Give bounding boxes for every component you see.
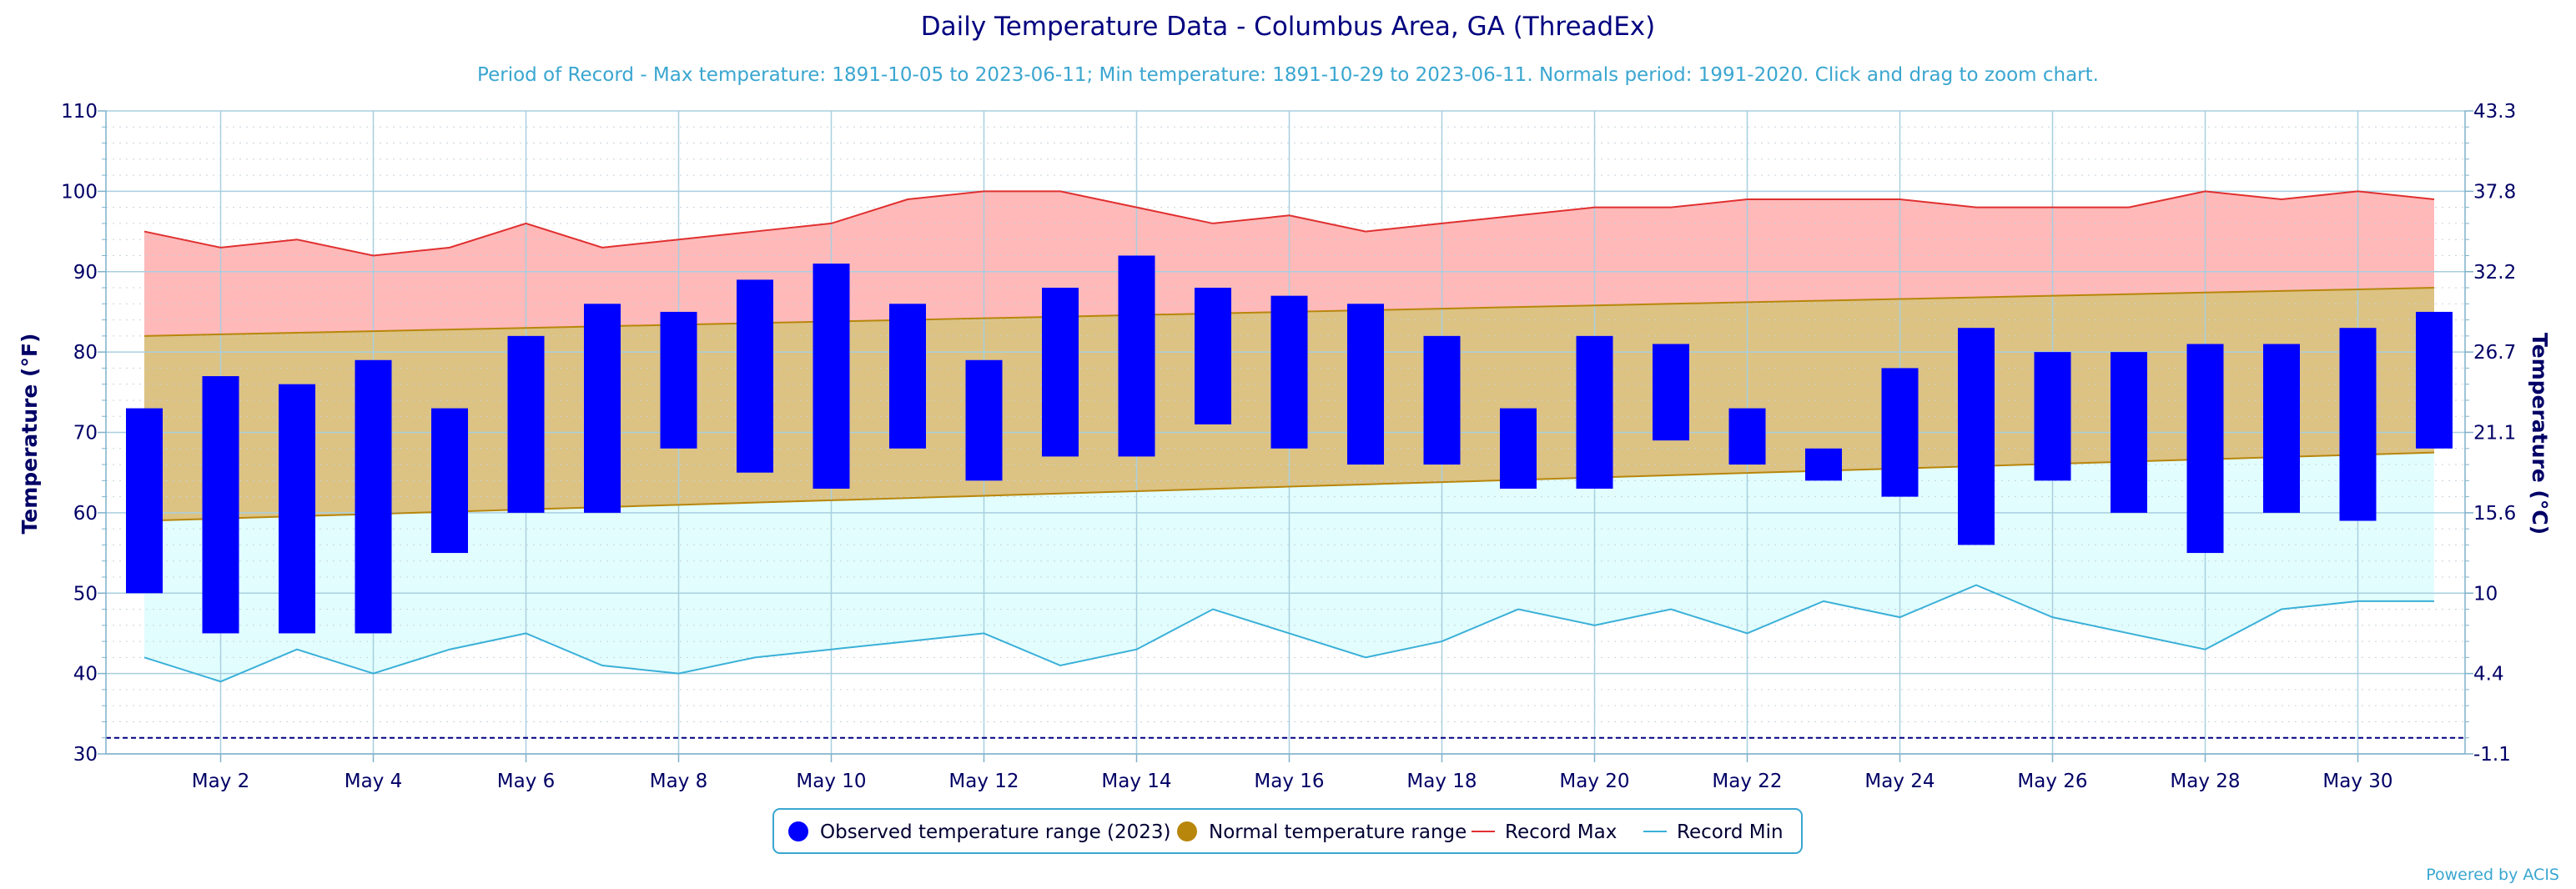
y-tick-label-right: 15.6 (2473, 503, 2516, 525)
observed-bar-may-11[interactable] (889, 304, 926, 449)
y-tick-label-left: 50 (73, 583, 98, 605)
observed-bar-may-30[interactable] (2339, 328, 2377, 521)
observed-bar-may-17[interactable] (1347, 304, 1384, 465)
chart-subtitle: Period of Record - Max temperature: 1891… (477, 64, 2099, 86)
observed-bar-may-3[interactable] (279, 384, 315, 634)
y-tick-label-left: 40 (73, 664, 98, 686)
legend-item-3[interactable]: Record Min (1643, 821, 1784, 843)
x-tick-label: May 30 (2322, 771, 2392, 792)
observed-bar-may-13[interactable] (1042, 288, 1079, 457)
observed-bar-may-14[interactable] (1118, 255, 1155, 457)
observed-bar-may-9[interactable] (737, 279, 773, 473)
legend-frame (772, 808, 1803, 854)
observed-bar-may-29[interactable] (2263, 344, 2300, 513)
x-tick-label: May 12 (948, 771, 1019, 792)
observed-bar-may-8[interactable] (660, 311, 697, 449)
y-tick-label-left: 60 (73, 503, 98, 525)
observed-bar-may-25[interactable] (1958, 328, 1995, 545)
legend-dot-icon (788, 821, 808, 841)
x-tick-label: May 18 (1406, 771, 1477, 792)
observed-bar-may-16[interactable] (1270, 295, 1308, 449)
legend-label: Record Min (1677, 821, 1784, 843)
y-tick-label-right: 37.8 (2473, 181, 2516, 203)
observed-bar-may-20[interactable] (1576, 335, 1613, 489)
observed-bar-may-6[interactable] (507, 335, 545, 513)
observed-bar-may-4[interactable] (355, 359, 392, 634)
observed-bar-may-1[interactable] (126, 408, 163, 594)
observed-bar-may-10[interactable] (813, 264, 850, 489)
legend-dot-icon (1177, 821, 1197, 841)
x-tick-label: May 8 (650, 771, 708, 792)
observed-bar-may-22[interactable] (1728, 408, 1766, 465)
observed-bar-may-5[interactable] (431, 408, 468, 554)
acis-credit-link[interactable]: Powered by ACIS (2426, 866, 2559, 884)
y-tick-label-left: 100 (61, 181, 98, 203)
x-tick-label: May 22 (1712, 771, 1782, 792)
y-tick-label-right: 32.2 (2473, 262, 2516, 284)
y-tick-label-right: 4.4 (2473, 664, 2504, 686)
x-tick-label: May 2 (192, 771, 250, 792)
legend-label: Normal temperature range (1209, 821, 1467, 843)
observed-bar-may-24[interactable] (1881, 368, 1919, 497)
y-tick-label-left: 110 (61, 101, 98, 123)
x-tick-label: May 6 (497, 771, 556, 792)
y-tick-label-left: 90 (73, 262, 98, 284)
legend-label: Observed temperature range (2023) (820, 821, 1171, 843)
y-tick-label-right: 26.7 (2473, 342, 2516, 364)
chart-legend[interactable]: Observed temperature range (2023) Normal … (772, 808, 1803, 854)
y-tick-label-left: 30 (73, 744, 98, 766)
observed-bar-may-2[interactable] (202, 376, 239, 634)
y-tick-label-right: 10 (2473, 583, 2498, 605)
observed-bar-may-15[interactable] (1195, 288, 1231, 424)
legend-item-2[interactable]: Record Max (1472, 821, 1617, 843)
observed-bar-may-26[interactable] (2034, 352, 2071, 481)
x-tick-label: May 26 (2017, 771, 2087, 792)
record-max-line (143, 190, 2435, 257)
legend-item-0[interactable]: Observed temperature range (2023) (788, 821, 1171, 843)
y-tick-label-right: 21.1 (2473, 423, 2516, 444)
observed-bar-may-27[interactable] (2111, 352, 2147, 513)
axes: 30 -1.1 40 4.4 50 10 60 15.6 70 21.1 80 26.7 90 32.2 1… (61, 101, 2516, 792)
record-min-line (143, 584, 2434, 683)
x-tick-label: May 14 (1101, 771, 1171, 792)
observed-bar-may-23[interactable] (1805, 448, 1842, 481)
observed-bar-may-31[interactable] (2416, 311, 2453, 449)
x-tick-label: May 16 (1254, 771, 1324, 792)
observed-bars[interactable] (126, 255, 2453, 634)
x-tick-label: May 10 (796, 771, 866, 792)
y-axis-title-left: Temperature (°F) (18, 334, 42, 535)
y-axis-title-right: Temperature (°C) (2528, 333, 2552, 535)
legend-item-1[interactable]: Normal temperature range (1177, 821, 1467, 843)
x-tick-label: May 20 (1559, 771, 1629, 792)
chart-title: Daily Temperature Data - Columbus Area, … (921, 12, 1655, 42)
y-tick-label-left: 80 (73, 342, 98, 364)
x-tick-label: May 28 (2170, 771, 2240, 792)
y-tick-label-left: 70 (73, 423, 98, 444)
observed-bar-may-19[interactable] (1500, 408, 1537, 489)
x-tick-label: May 4 (345, 771, 403, 792)
observed-bar-may-18[interactable] (1423, 335, 1461, 465)
legend-label: Record Max (1505, 821, 1617, 843)
y-tick-label-right: -1.1 (2473, 744, 2511, 766)
y-tick-label-right: 43.3 (2473, 101, 2516, 123)
x-tick-label: May 24 (1864, 771, 1935, 792)
observed-bar-may-28[interactable] (2186, 344, 2224, 554)
observed-bar-may-12[interactable] (965, 359, 1003, 481)
observed-bar-may-21[interactable] (1653, 344, 1689, 441)
observed-bar-may-7[interactable] (584, 304, 621, 513)
